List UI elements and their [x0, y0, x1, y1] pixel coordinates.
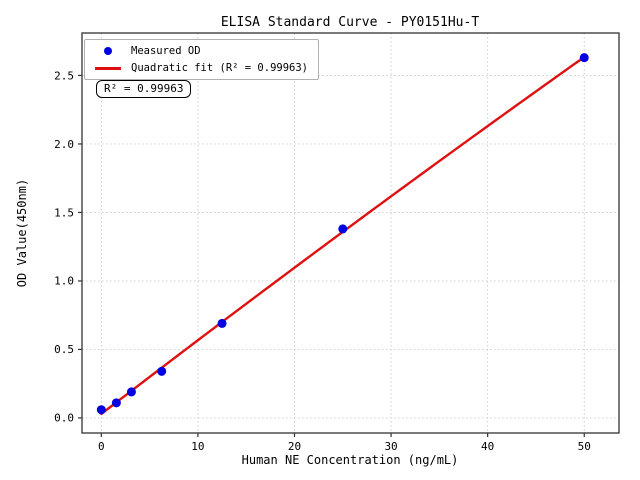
quadratic-fit-line: [100, 55, 586, 416]
y-axis-label: OD Value(450nm): [15, 179, 29, 287]
fit-line-marker-icon: [95, 66, 121, 70]
svg-text:0: 0: [98, 440, 105, 453]
svg-text:20: 20: [288, 440, 301, 453]
x-axis-label: Human NE Concentration (ng/mL): [242, 453, 459, 467]
r-squared-annotation: R² = 0.99963: [96, 80, 192, 98]
y-tick-labels: 0.0 0.5 1.0 1.5 2.0 2.5: [54, 69, 74, 424]
svg-text:40: 40: [481, 440, 494, 453]
svg-text:0.5: 0.5: [54, 343, 74, 356]
svg-text:0.0: 0.0: [54, 412, 74, 425]
measured-od-marker-icon: [104, 47, 112, 55]
measured-od-points: [96, 53, 589, 415]
svg-text:1.0: 1.0: [54, 275, 74, 288]
axis-ticks: [78, 74, 585, 437]
grid-lines: [82, 33, 619, 433]
legend-label-measured-od: Measured OD: [131, 45, 201, 57]
legend-label-quadratic-fit: Quadratic fit (R² = 0.99963): [131, 62, 309, 74]
svg-text:50: 50: [578, 440, 591, 453]
svg-text:30: 30: [384, 440, 397, 453]
svg-text:2.0: 2.0: [54, 138, 74, 151]
legend-entry-quadratic-fit: Quadratic fit (R² = 0.99963): [93, 61, 308, 75]
x-tick-labels: 0 10 20 30 40 50: [98, 440, 591, 453]
chart-title: ELISA Standard Curve - PY0151Hu-T: [221, 15, 479, 30]
legend-entry-measured-od: Measured OD: [93, 44, 308, 58]
svg-text:10: 10: [191, 440, 204, 453]
legend: Measured OD Quadratic fit (R² = 0.99963): [84, 39, 320, 80]
svg-text:1.5: 1.5: [54, 206, 74, 219]
svg-text:2.5: 2.5: [54, 69, 74, 82]
plot-frame: [81, 32, 620, 434]
